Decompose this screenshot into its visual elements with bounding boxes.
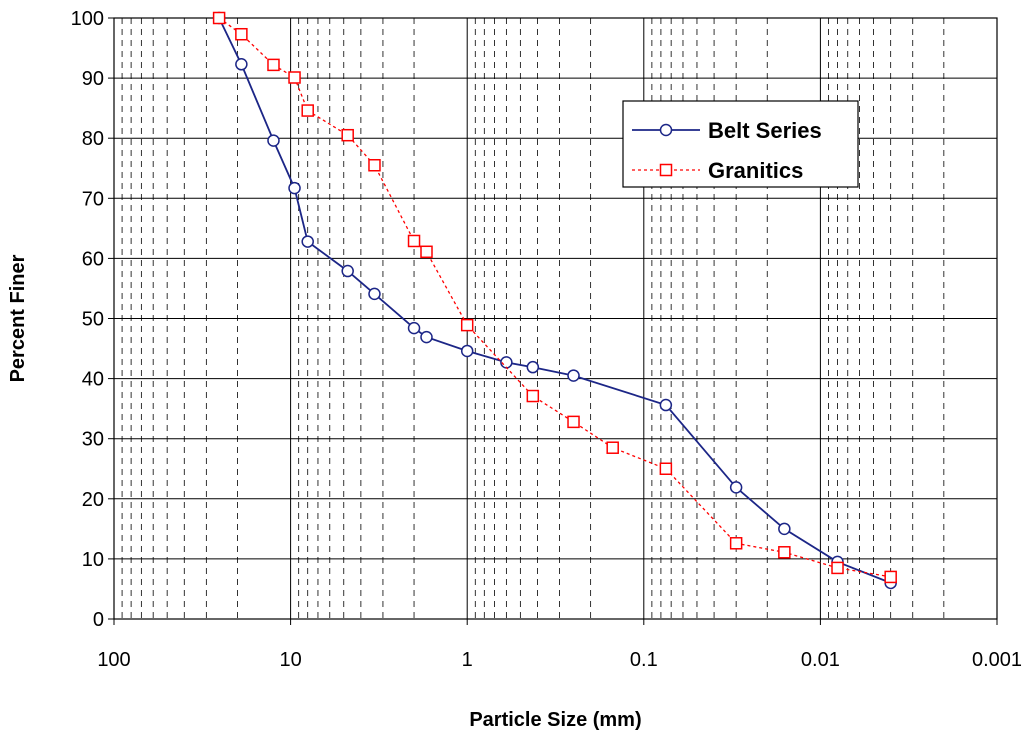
series-granitics	[212, 11, 897, 584]
data-point-circle	[420, 330, 433, 344]
legend-marker-circle	[659, 123, 673, 137]
y-tick-label: 50	[82, 309, 104, 331]
data-point-circle	[526, 360, 540, 374]
data-point-circle	[729, 481, 743, 494]
data-point-square	[567, 415, 580, 429]
x-tick-label: 0.001	[972, 649, 1022, 671]
data-point-square	[606, 441, 619, 454]
data-point-circle	[407, 321, 421, 335]
data-point-circle	[235, 58, 248, 71]
data-point-circle	[301, 235, 314, 248]
y-tick-label: 10	[82, 549, 104, 571]
y-tick-label: 70	[82, 188, 104, 210]
y-tick-label: 40	[82, 369, 104, 391]
data-point-square	[526, 389, 540, 403]
data-point-square	[235, 27, 248, 41]
data-point-square	[420, 245, 433, 259]
data-point-square	[407, 234, 421, 248]
data-point-square	[884, 570, 897, 584]
x-tick-label: 10	[279, 649, 301, 671]
x-tick-label: 1	[462, 649, 473, 671]
data-point-square	[341, 128, 354, 142]
y-tick-label: 30	[82, 429, 104, 451]
data-point-circle	[368, 287, 381, 301]
data-point-square	[778, 546, 791, 559]
data-point-circle	[288, 181, 301, 195]
y-tick-label: 20	[82, 489, 104, 511]
data-point-square	[212, 11, 226, 25]
data-point-square	[729, 537, 743, 550]
data-point-circle	[267, 134, 280, 147]
x-tick-label: 0.01	[801, 649, 840, 671]
y-axis-title: Percent Finer	[7, 254, 29, 382]
y-tick-label: 0	[93, 609, 104, 631]
data-point-square	[659, 462, 673, 475]
y-axis-ticks: 0 10 20 30 40 50 60 70 80 90 100	[71, 8, 114, 631]
legend-marker-square	[659, 163, 673, 177]
y-tick-label: 90	[82, 68, 104, 90]
series-line	[218, 17, 892, 584]
legend-label: Granitics	[708, 158, 803, 183]
data-point-square	[267, 58, 280, 72]
x-tick-label: 100	[97, 649, 130, 671]
y-tick-label: 100	[71, 8, 104, 30]
data-point-circle	[659, 398, 673, 412]
legend: Belt Series Granitics	[622, 100, 859, 188]
data-point-square	[301, 104, 314, 117]
y-tick-label: 80	[82, 128, 104, 150]
data-point-square	[288, 71, 301, 84]
x-tick-label: 0.1	[630, 649, 658, 671]
series-layer	[212, 11, 897, 590]
legend-label: Belt Series	[708, 118, 822, 143]
data-point-square	[368, 158, 381, 172]
data-point-circle	[567, 369, 580, 382]
y-tick-label: 60	[82, 248, 104, 270]
data-point-circle	[460, 344, 474, 358]
data-point-circle	[778, 522, 791, 536]
x-axis-ticks: 100 10 1 0.1 0.01 0.001	[97, 619, 1022, 671]
data-point-square	[831, 561, 844, 575]
x-axis-title: Particle Size (mm)	[469, 709, 641, 731]
data-point-square	[460, 318, 474, 332]
data-point-circle	[341, 264, 354, 278]
